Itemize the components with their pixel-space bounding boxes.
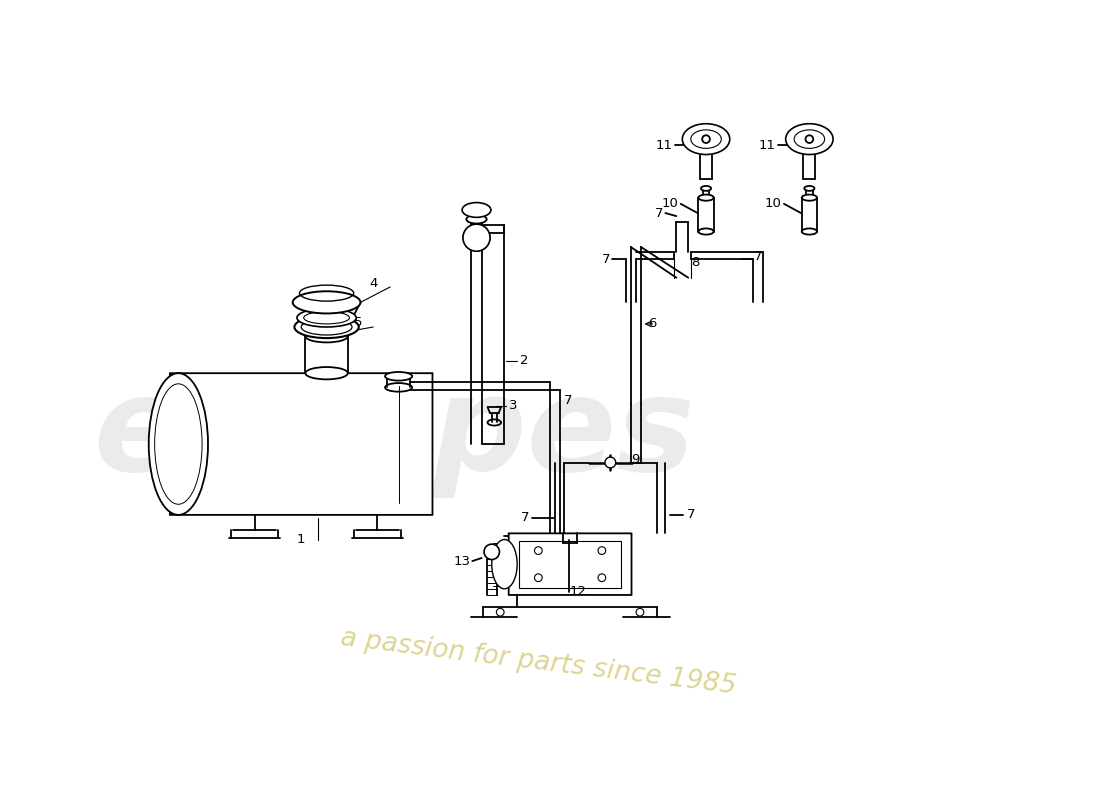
Ellipse shape xyxy=(463,224,491,251)
Text: 9: 9 xyxy=(631,453,640,466)
Circle shape xyxy=(484,544,499,559)
Ellipse shape xyxy=(466,215,486,223)
Circle shape xyxy=(805,135,813,143)
Text: 4: 4 xyxy=(368,278,377,290)
Circle shape xyxy=(605,457,616,468)
Text: a passion for parts since 1985: a passion for parts since 1985 xyxy=(339,626,738,700)
Text: 6: 6 xyxy=(649,318,657,330)
Text: 13: 13 xyxy=(453,554,471,567)
Ellipse shape xyxy=(682,124,729,154)
FancyBboxPatch shape xyxy=(508,534,631,595)
Text: 7: 7 xyxy=(521,511,530,525)
Text: 5: 5 xyxy=(354,316,362,329)
Ellipse shape xyxy=(492,539,517,589)
Text: 1: 1 xyxy=(297,533,306,546)
Ellipse shape xyxy=(295,316,359,338)
Text: 12: 12 xyxy=(570,586,586,598)
Text: 3: 3 xyxy=(508,399,517,412)
Ellipse shape xyxy=(148,373,208,515)
Ellipse shape xyxy=(802,229,817,234)
Text: 7: 7 xyxy=(686,508,695,522)
Ellipse shape xyxy=(297,309,356,327)
Ellipse shape xyxy=(385,372,412,381)
Text: 2: 2 xyxy=(519,354,528,367)
Text: 7: 7 xyxy=(755,250,762,262)
Ellipse shape xyxy=(701,186,711,191)
FancyBboxPatch shape xyxy=(169,373,432,515)
Text: 7: 7 xyxy=(602,253,610,266)
Text: 11: 11 xyxy=(656,138,672,152)
Ellipse shape xyxy=(462,202,491,218)
Text: 10: 10 xyxy=(764,198,781,210)
Circle shape xyxy=(469,230,484,246)
Ellipse shape xyxy=(804,186,814,191)
Ellipse shape xyxy=(698,194,714,201)
Text: 10: 10 xyxy=(661,198,678,210)
Text: 11: 11 xyxy=(759,138,775,152)
Ellipse shape xyxy=(802,194,817,201)
Text: europes: europes xyxy=(94,371,695,498)
Bar xyxy=(519,541,621,587)
Text: 7: 7 xyxy=(656,206,663,219)
Text: 7: 7 xyxy=(563,394,572,407)
Text: 8: 8 xyxy=(691,256,700,269)
Ellipse shape xyxy=(293,291,361,314)
Ellipse shape xyxy=(306,367,348,379)
Ellipse shape xyxy=(785,124,833,154)
Circle shape xyxy=(463,225,490,250)
Circle shape xyxy=(702,135,710,143)
Ellipse shape xyxy=(698,229,714,234)
